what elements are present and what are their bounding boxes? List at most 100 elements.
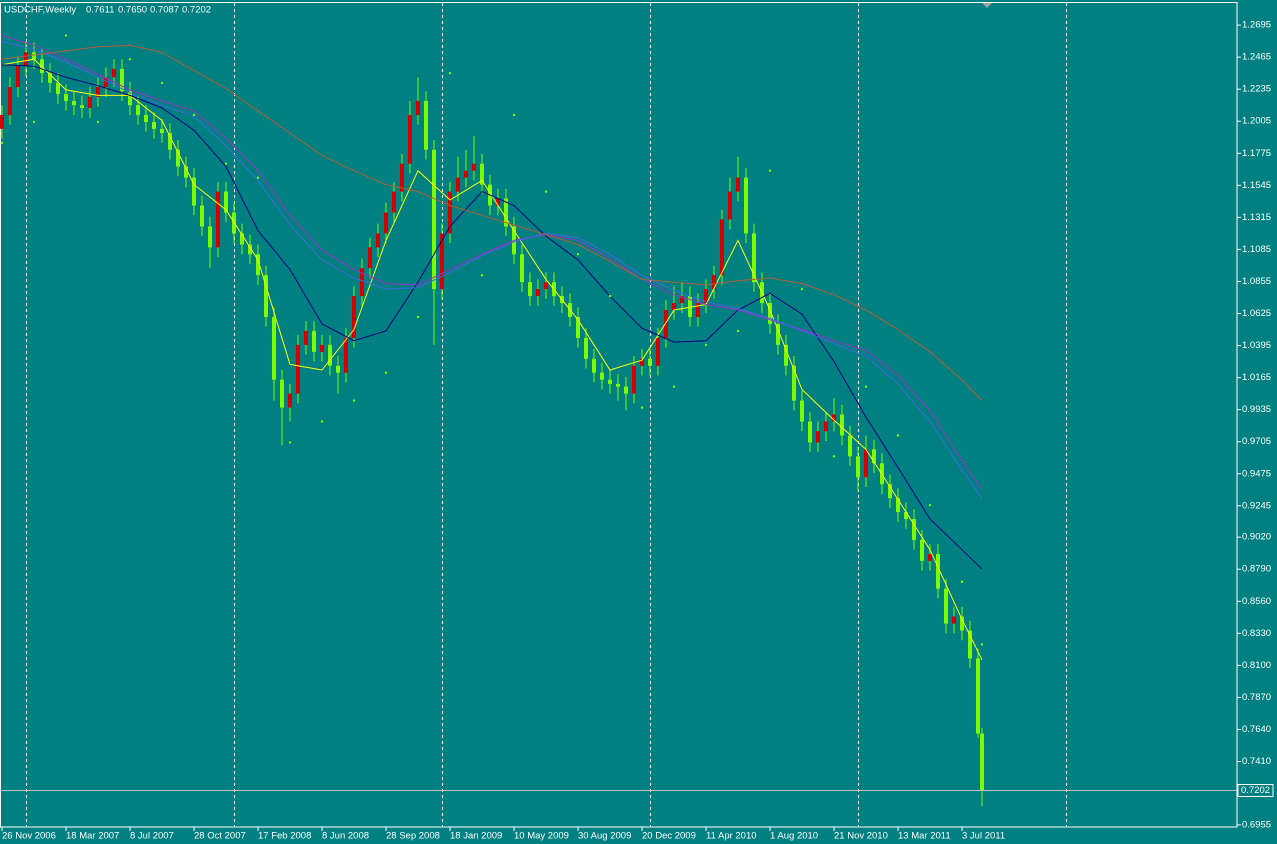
x-tick-label: 3 Jul 2011 xyxy=(962,831,1005,842)
candle-body xyxy=(224,191,228,213)
y-tick-label: 0.9020 xyxy=(1242,532,1271,543)
candle-body xyxy=(704,289,708,304)
candle-body xyxy=(464,170,468,178)
sar-dot xyxy=(480,274,484,277)
candle-body xyxy=(656,337,660,366)
candle-body xyxy=(8,87,12,115)
sar-dot xyxy=(896,434,900,437)
candle-body xyxy=(408,114,412,164)
x-tick-label: 28 Sep 2008 xyxy=(386,831,440,842)
candle-body xyxy=(496,198,500,206)
candle-body xyxy=(368,247,372,269)
y-tick-label: 1.2695 xyxy=(1242,20,1271,31)
candle-body xyxy=(248,244,252,255)
candle-body xyxy=(832,414,836,422)
sar-dot xyxy=(672,385,676,388)
y-tick-label: 1.0625 xyxy=(1242,308,1271,319)
candle-body xyxy=(312,330,316,352)
candle-body xyxy=(896,498,900,513)
candle-body xyxy=(768,303,772,324)
candle-body xyxy=(864,449,868,478)
sar-dot xyxy=(224,162,228,165)
y-tick-label: 0.7870 xyxy=(1242,692,1271,703)
candle-body xyxy=(776,323,780,345)
header-high: 0.7650 xyxy=(118,5,147,16)
candle-body xyxy=(80,105,84,108)
candle-body xyxy=(240,233,244,245)
candle-body xyxy=(640,358,644,366)
candle-body xyxy=(352,296,356,338)
candle-body xyxy=(936,553,940,589)
candle-body xyxy=(648,358,652,366)
y-tick-label: 1.0395 xyxy=(1242,340,1271,351)
candle-body xyxy=(536,289,540,297)
candle-body xyxy=(88,96,92,108)
sar-dot xyxy=(128,58,132,61)
x-tick-label: 10 May 2009 xyxy=(514,831,569,842)
current-price-label: 0.7202 xyxy=(1241,785,1270,796)
candle-body xyxy=(752,233,756,283)
candle-body xyxy=(840,414,844,436)
y-tick-label: 0.8330 xyxy=(1242,628,1271,639)
y-tick-label: 1.0855 xyxy=(1242,276,1271,287)
candle-body xyxy=(448,191,452,234)
sar-dot xyxy=(448,71,452,75)
candle-body xyxy=(856,456,860,478)
candle-body xyxy=(144,114,148,122)
candle-body xyxy=(48,73,52,83)
candle-body xyxy=(280,379,284,408)
candle-body xyxy=(16,66,20,88)
chart-title: USDCHF,Weekly xyxy=(4,5,76,16)
x-tick-label: 18 Mar 2007 xyxy=(66,831,119,842)
candle-body xyxy=(424,101,428,150)
candle-body xyxy=(912,519,916,540)
sar-dot xyxy=(320,420,324,423)
sar-dot xyxy=(512,113,516,117)
candle-body xyxy=(696,303,700,318)
x-tick-label: 21 Nov 2010 xyxy=(834,831,888,842)
y-tick-label: 1.1085 xyxy=(1242,244,1271,255)
candle-body xyxy=(472,163,476,171)
candle-body xyxy=(584,337,588,359)
sar-dot xyxy=(928,503,932,507)
header-open: 0.7611 xyxy=(86,5,114,16)
y-tick-label: 0.8100 xyxy=(1242,660,1271,671)
candle-body xyxy=(528,282,532,297)
candle-body xyxy=(32,52,36,60)
x-tick-label: 8 Jul 2007 xyxy=(130,831,174,842)
candle-body xyxy=(264,275,268,318)
sar-dot xyxy=(704,343,708,347)
candle-body xyxy=(72,101,76,106)
candle-body xyxy=(344,337,348,373)
candle-body xyxy=(816,431,820,443)
candle-body xyxy=(808,421,812,443)
candle-body xyxy=(544,282,548,290)
candle-body xyxy=(632,365,636,394)
candle-body xyxy=(392,191,396,213)
x-tick-label: 1 Aug 2010 xyxy=(770,831,818,842)
sar-dot xyxy=(192,113,196,117)
candle-body xyxy=(968,630,972,659)
x-tick-label: 17 Feb 2008 xyxy=(258,831,311,842)
candle-body xyxy=(432,149,436,290)
candle-body xyxy=(504,198,508,227)
candle-body xyxy=(160,128,164,134)
y-tick-label: 0.9475 xyxy=(1242,468,1271,479)
sar-dot xyxy=(384,371,388,374)
candle-body xyxy=(980,733,984,791)
x-tick-label: 8 Jun 2008 xyxy=(322,831,369,842)
candle-body xyxy=(104,77,108,88)
y-tick-label: 0.7640 xyxy=(1242,724,1271,735)
candle-body xyxy=(664,310,668,338)
candle-body xyxy=(200,205,204,227)
candle-body xyxy=(672,303,676,311)
candle-body xyxy=(360,268,364,297)
candle-body xyxy=(136,105,140,115)
y-tick-label: 1.1315 xyxy=(1242,212,1271,223)
candle-body xyxy=(960,616,964,631)
candle-body xyxy=(336,365,340,373)
candle-body xyxy=(784,344,788,366)
sar-dot xyxy=(768,169,772,172)
candle-body xyxy=(376,233,380,248)
x-tick-label: 26 Nov 2006 xyxy=(2,831,56,842)
